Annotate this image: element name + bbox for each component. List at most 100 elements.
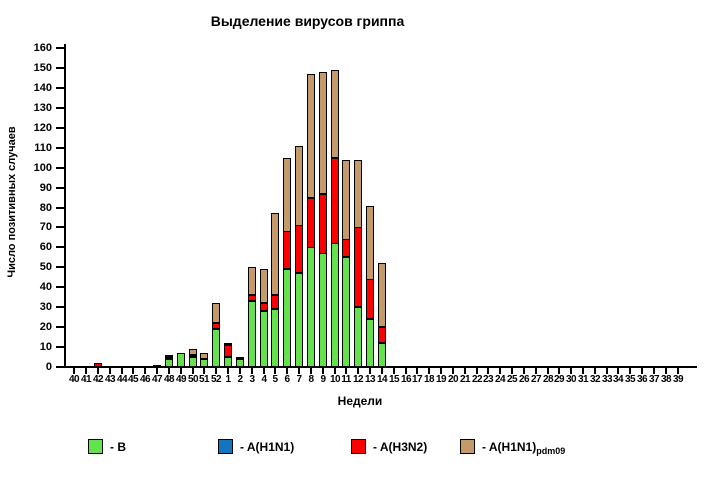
chart-title: Выделение вирусов гриппа [210, 13, 405, 29]
bar-segment-A(H1N1)pdm09 [319, 72, 327, 194]
x-tick-label: 35 [624, 374, 636, 385]
y-tick-mark [56, 127, 65, 129]
x-tick-label: 33 [601, 374, 613, 385]
y-tick-mark [56, 346, 65, 348]
y-tick-label: 100 [33, 162, 52, 174]
x-tick-mark [677, 368, 679, 374]
x-tick-mark [132, 368, 134, 374]
y-tick-label: 60 [39, 241, 52, 253]
y-tick-mark [56, 226, 65, 228]
x-tick-mark [263, 368, 265, 374]
legend-swatch-A(H1N1) [218, 439, 233, 454]
x-tick-mark [440, 368, 442, 374]
bar-segment-A(H3N2) [307, 198, 315, 248]
y-tick-mark [56, 246, 65, 248]
x-tick-label: 14 [376, 374, 388, 385]
y-tick-label: 150 [33, 62, 52, 74]
x-tick-mark [570, 368, 572, 374]
y-tick-mark [56, 366, 65, 368]
y-tick-label: 110 [34, 142, 52, 154]
x-tick-label: 50 [187, 374, 199, 385]
x-tick-mark [180, 368, 182, 374]
x-tick-label: 36 [636, 374, 648, 385]
x-tick-mark [617, 368, 619, 374]
x-tick-label: 23 [482, 374, 494, 385]
x-tick-label: 24 [494, 374, 506, 385]
x-tick-mark [452, 368, 454, 374]
x-tick-mark [286, 368, 288, 374]
x-tick-label: 49 [175, 374, 187, 385]
x-tick-label: 51 [198, 374, 210, 385]
x-tick-mark [381, 368, 383, 374]
x-tick-label: 17 [411, 374, 423, 385]
x-tick-mark [192, 368, 194, 374]
x-tick-mark [334, 368, 336, 374]
x-tick-label: 6 [284, 374, 290, 385]
bar-segment-A(H1N1)pdm09 [224, 343, 232, 345]
x-tick-label: 43 [104, 374, 116, 385]
x-tick-label: 34 [612, 374, 624, 385]
x-tick-mark [428, 368, 430, 374]
bar-segment-A(H1N1)pdm09 [366, 206, 374, 280]
legend-swatch-A(H3N2) [351, 439, 366, 454]
x-tick-mark [464, 368, 466, 374]
x-tick-label: 29 [553, 374, 565, 385]
legend: - B - A(H1N1) - A(H3N2) - A(H1N1)pdm09 [0, 438, 714, 460]
x-tick-label: 26 [518, 374, 530, 385]
y-tick-mark [56, 167, 65, 169]
x-tick-mark [665, 368, 667, 374]
legend-label: - A(H3N2) [373, 440, 428, 454]
y-tick-label: 0 [45, 361, 52, 373]
x-tick-label: 41 [80, 374, 92, 385]
bar-segment-B [212, 329, 220, 367]
x-tick-mark [345, 368, 347, 374]
legend-label-subscript: pdm09 [536, 446, 566, 456]
bar-segment-B [342, 257, 350, 367]
bar-segment-B [331, 243, 339, 367]
bar-segment-A(H3N2) [342, 239, 350, 257]
bar-segment-A(H1N1)pdm09 [378, 263, 386, 327]
bar-segment-A(H3N2) [212, 323, 220, 329]
bar-segment-A(H3N2) [236, 357, 244, 359]
x-tick-label: 38 [660, 374, 672, 385]
x-tick-label: 47 [151, 374, 163, 385]
bar-segment-A(H3N2) [271, 295, 279, 309]
y-tick-mark [56, 107, 65, 109]
x-tick-mark [85, 368, 87, 374]
legend-swatch-B [88, 439, 103, 454]
bar-segment-A(H3N2) [224, 345, 232, 357]
bar-segment-A(H3N2) [295, 225, 303, 273]
y-tick-mark [56, 286, 65, 288]
legend-item: - A(H1N1) [218, 438, 338, 458]
y-axis-line [64, 44, 66, 368]
bar-segment-A(H1N1)pdm09 [331, 70, 339, 158]
x-tick-label: 22 [471, 374, 483, 385]
x-tick-mark [535, 368, 537, 374]
legend-label: - A(H1N1) [240, 440, 295, 454]
x-tick-label: 21 [459, 374, 471, 385]
y-tick-mark [56, 266, 65, 268]
x-tick-label: 1 [225, 374, 231, 385]
bar-segment-B [177, 353, 185, 367]
bar-segment-A(H3N2) [189, 355, 197, 357]
x-tick-mark [594, 368, 596, 374]
x-tick-label: 12 [352, 374, 364, 385]
x-tick-mark [109, 368, 111, 374]
bar-segment-B [189, 357, 197, 367]
y-tick-label: 70 [39, 221, 52, 233]
y-tick-label: 90 [39, 182, 52, 194]
x-tick-label: 16 [400, 374, 412, 385]
x-tick-mark [641, 368, 643, 374]
y-tick-mark [56, 147, 65, 149]
x-tick-mark [144, 368, 146, 374]
bar-segment-A(H3N2) [378, 327, 386, 343]
bar-segment-B [366, 319, 374, 367]
bar-segment-B [165, 359, 173, 367]
bar-segment-B [260, 311, 268, 367]
x-tick-label: 42 [92, 374, 104, 385]
x-tick-label: 44 [116, 374, 128, 385]
bar-segment-A(H1N1)pdm09 [165, 355, 173, 357]
y-tick-label: 20 [39, 321, 52, 333]
x-tick-mark [653, 368, 655, 374]
x-tick-mark [405, 368, 407, 374]
